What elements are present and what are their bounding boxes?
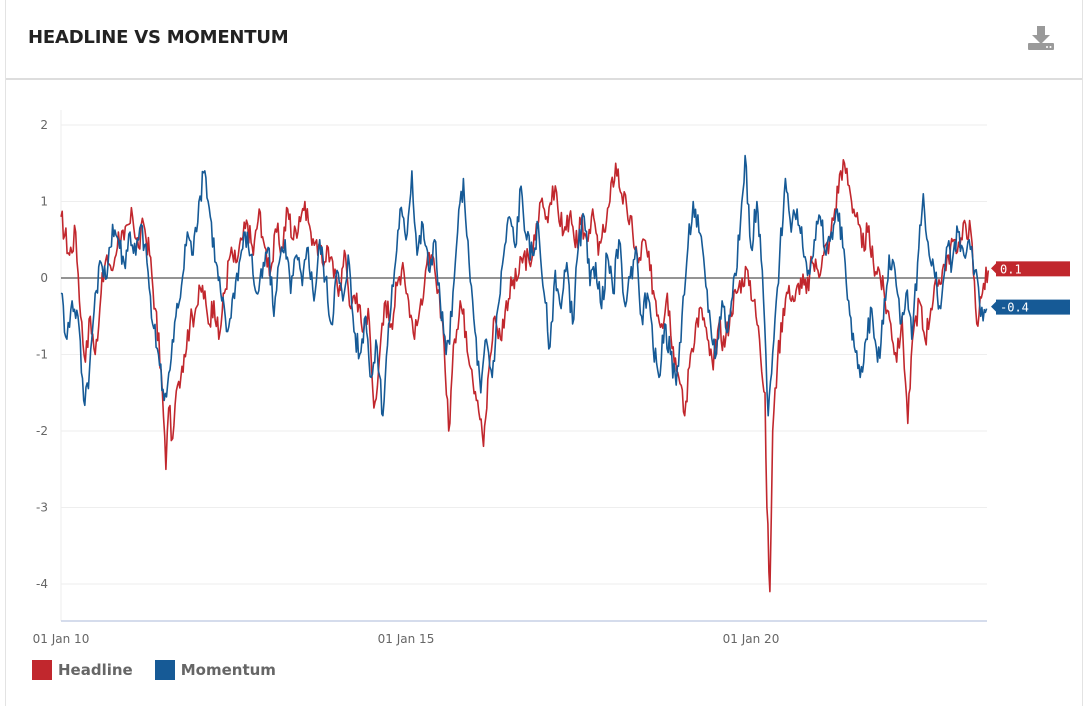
last-value-label: 0.1	[1000, 262, 1022, 276]
x-axis-ticks: 01 Jan 10 01 Jan 15 01 Jan 20	[33, 632, 780, 646]
last-value-label: -0.4	[1000, 301, 1029, 315]
legend: Headline Momentum	[32, 660, 276, 680]
series-line-headline[interactable]	[60, 159, 990, 593]
download-button[interactable]	[1026, 24, 1056, 52]
last-value-tags: 0.1 -0.4	[991, 261, 1070, 315]
y-tick-label: 2	[40, 118, 48, 132]
chart-card: HEADLINE VS MOMENTUM 2 1 0 -1 -2 -3 -4 01 Jan …	[5, 0, 1083, 706]
chart-area: 2 1 0 -1 -2 -3 -4 01 Jan 10 01 Jan 15 01 Jan 20 …	[6, 80, 1084, 706]
legend-label-momentum: Momentum	[180, 661, 276, 679]
x-tick-label: 01 Jan 15	[378, 632, 435, 646]
gridlines	[60, 110, 987, 621]
chart-title: HEADLINE VS MOMENTUM	[28, 27, 289, 48]
series-lines	[60, 154, 990, 593]
x-tick-label: 01 Jan 10	[33, 632, 90, 646]
legend-swatch-momentum	[154, 660, 175, 680]
y-tick-label: -2	[36, 424, 48, 438]
y-tick-label: -4	[36, 577, 48, 591]
y-axis-ticks: 2 1 0 -1 -2 -3 -4	[36, 118, 48, 591]
y-tick-label: -3	[36, 501, 48, 515]
series-line-momentum[interactable]	[60, 154, 988, 417]
y-tick-label: 0	[40, 271, 48, 285]
y-tick-label: 1	[40, 195, 48, 209]
download-icon	[1028, 26, 1054, 50]
last-value-tag-momentum: -0.4	[991, 299, 1070, 315]
x-tick-label: 01 Jan 20	[723, 632, 780, 646]
last-value-tag-headline: 0.1	[991, 261, 1070, 277]
y-tick-label: -1	[36, 348, 48, 362]
legend-item-momentum[interactable]: Momentum	[154, 660, 276, 680]
legend-label-headline: Headline	[58, 661, 133, 679]
legend-swatch-headline	[32, 660, 52, 680]
card-header: HEADLINE VS MOMENTUM	[6, 0, 1082, 80]
legend-item-headline[interactable]: Headline	[32, 660, 133, 680]
